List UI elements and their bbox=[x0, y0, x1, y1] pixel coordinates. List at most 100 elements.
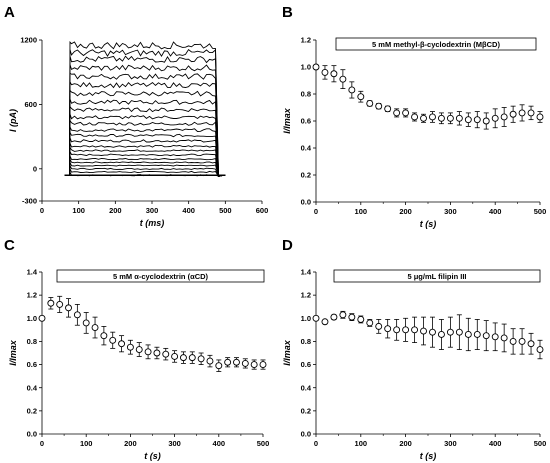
data-point bbox=[429, 328, 436, 336]
x-axis-label: t (ms) bbox=[140, 218, 165, 228]
y-tick-label: 1.4 bbox=[27, 268, 38, 277]
current-trace bbox=[64, 48, 226, 177]
y-axis-label: I (pA) bbox=[8, 109, 18, 132]
data-point bbox=[482, 117, 490, 125]
data-point bbox=[91, 324, 99, 331]
y-tick-label: 0.4 bbox=[301, 144, 312, 153]
x-tick-label: 400 bbox=[489, 439, 502, 448]
current-trace bbox=[64, 55, 226, 177]
current-trace bbox=[64, 151, 226, 177]
data-point bbox=[330, 70, 338, 78]
x-tick-label: 100 bbox=[80, 439, 93, 448]
current-trace bbox=[64, 89, 226, 177]
y-tick-label: 0.6 bbox=[27, 360, 37, 369]
x-tick-label: 200 bbox=[399, 439, 412, 448]
data-point bbox=[348, 313, 356, 321]
current-trace bbox=[64, 142, 226, 177]
data-point bbox=[312, 314, 320, 322]
x-tick-label: 100 bbox=[72, 206, 85, 215]
data-point bbox=[206, 357, 214, 365]
data-point bbox=[188, 354, 196, 362]
data-point bbox=[241, 359, 249, 367]
data-point bbox=[179, 354, 187, 362]
x-tick-label: 400 bbox=[213, 439, 226, 448]
current-trace bbox=[64, 145, 226, 177]
y-tick-label: 0.8 bbox=[301, 90, 311, 99]
current-trace bbox=[64, 113, 226, 177]
x-tick-label: 500 bbox=[534, 207, 547, 216]
x-tick-label: 300 bbox=[444, 439, 457, 448]
x-tick-label: 0 bbox=[40, 206, 44, 215]
data-point bbox=[339, 75, 347, 83]
y-tick-label: 0.0 bbox=[301, 198, 311, 207]
data-point bbox=[536, 113, 544, 121]
x-tick-label: 500 bbox=[534, 439, 547, 448]
data-point bbox=[411, 326, 419, 334]
x-tick-label: 500 bbox=[219, 206, 232, 215]
x-tick-label: 400 bbox=[489, 207, 502, 216]
legend-box bbox=[335, 37, 537, 51]
data-point bbox=[126, 343, 134, 351]
data-point bbox=[56, 300, 64, 308]
data-point bbox=[500, 113, 508, 121]
current-trace bbox=[64, 105, 226, 177]
data-point bbox=[321, 318, 329, 326]
x-axis-label: t (s) bbox=[420, 219, 437, 229]
data-point bbox=[330, 313, 338, 321]
y-tick-label: 0 bbox=[33, 164, 37, 173]
y-tick-label: 0.2 bbox=[27, 406, 37, 415]
data-point bbox=[536, 346, 544, 353]
x-tick-label: 100 bbox=[355, 439, 368, 448]
data-point bbox=[420, 114, 427, 122]
y-tick-label: 0.6 bbox=[301, 360, 311, 369]
y-tick-label: 1.0 bbox=[27, 314, 37, 323]
x-tick-label: 0 bbox=[40, 439, 44, 448]
data-point bbox=[464, 331, 472, 338]
y-tick-label: 1.2 bbox=[27, 291, 37, 300]
y-tick-label: 0.8 bbox=[301, 337, 311, 346]
data-point bbox=[527, 109, 535, 117]
data-point bbox=[446, 328, 454, 336]
data-point bbox=[393, 109, 401, 117]
legend-label: 5 mM methyl-β-cyclodextrin (MβCD) bbox=[372, 40, 500, 49]
data-point bbox=[411, 113, 419, 121]
data-point bbox=[473, 331, 481, 338]
data-point bbox=[162, 350, 170, 358]
data-point bbox=[464, 116, 472, 124]
y-tick-label: 1.0 bbox=[301, 314, 311, 323]
data-point bbox=[455, 114, 463, 122]
data-point bbox=[82, 319, 90, 327]
y-tick-label: 0.0 bbox=[27, 430, 37, 439]
y-tick-label: 0.2 bbox=[301, 406, 311, 415]
data-point bbox=[518, 109, 526, 117]
data-point bbox=[171, 353, 179, 360]
data-point bbox=[197, 355, 205, 363]
data-point bbox=[109, 336, 117, 344]
data-point bbox=[384, 105, 392, 113]
current-trace bbox=[64, 165, 226, 177]
data-point bbox=[527, 340, 535, 348]
x-axis-label: t (s) bbox=[420, 451, 437, 461]
data-point bbox=[312, 63, 320, 71]
x-tick-label: 200 bbox=[109, 206, 122, 215]
data-point bbox=[259, 361, 267, 369]
data-point bbox=[455, 328, 463, 336]
current-trace bbox=[64, 137, 226, 177]
current-trace bbox=[64, 132, 226, 177]
x-tick-label: 400 bbox=[182, 206, 195, 215]
y-tick-label: 0.4 bbox=[27, 383, 38, 392]
data-point bbox=[153, 349, 161, 357]
data-point bbox=[339, 311, 347, 319]
panel-d: D 0 100 200 300 400 500 0.0 0.2 0.4 0.6 0.8 1.0 1.2 1.… bbox=[282, 237, 546, 461]
data-point bbox=[500, 334, 508, 342]
data-point bbox=[420, 327, 427, 335]
current-trace bbox=[64, 119, 226, 177]
legend-label: 5 μg/mL filipin III bbox=[407, 272, 466, 281]
legend-box bbox=[56, 269, 265, 283]
data-point bbox=[321, 68, 329, 76]
data-point bbox=[135, 346, 143, 353]
panel-letter-c: C bbox=[4, 237, 15, 254]
data-point bbox=[65, 304, 72, 312]
current-trace bbox=[64, 98, 226, 177]
